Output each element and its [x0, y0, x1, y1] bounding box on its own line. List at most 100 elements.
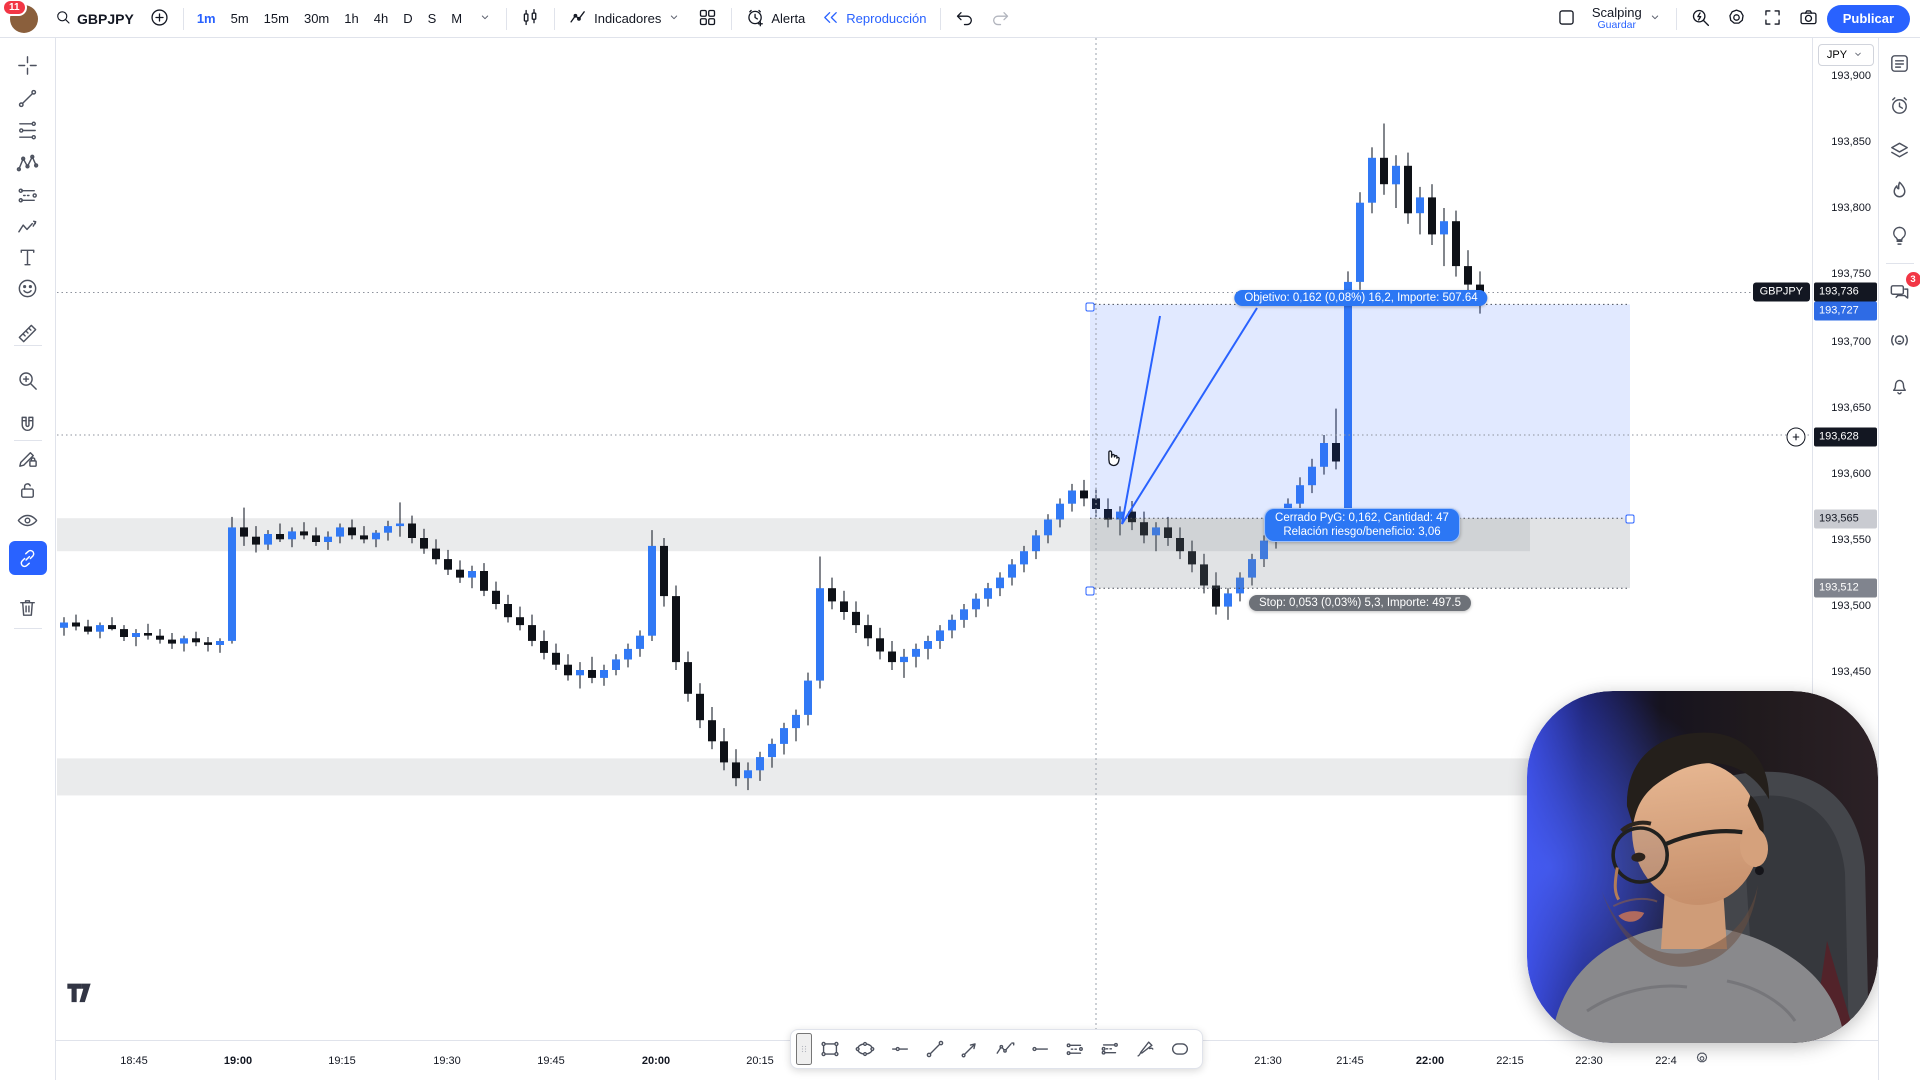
webcam-overlay	[1527, 691, 1878, 1043]
draw-long-position-tool[interactable]	[1058, 1033, 1092, 1065]
price-tick: 193,900	[1831, 70, 1871, 82]
tradingview-logo[interactable]	[65, 979, 93, 1012]
time-tick: 19:30	[433, 1054, 461, 1067]
ruler-tool[interactable]	[9, 316, 47, 350]
draw-polyline-tool[interactable]	[988, 1033, 1022, 1065]
layout-panel-button[interactable]	[1549, 4, 1584, 34]
position-stop-label[interactable]: Stop: 0,053 (0,03%) 5,3, Importe: 497.5	[1248, 595, 1472, 611]
timeframe-M[interactable]: M	[444, 4, 469, 34]
draw-rectangle-tool[interactable]	[813, 1033, 847, 1065]
add-alert-plus-button[interactable]	[1786, 427, 1806, 447]
pattern-tool[interactable]	[9, 146, 47, 180]
sidebar-watchlist-button[interactable]	[1883, 46, 1917, 80]
indicators-icon	[568, 7, 589, 31]
sync-drawings-tool[interactable]	[8, 541, 47, 575]
toolbar-right: Scalping Guardar Publicar	[1549, 4, 1910, 34]
layout-name-stack: Scalping Guardar	[1592, 5, 1642, 32]
indicators-button[interactable]: Indicadores	[561, 4, 689, 34]
position-handle[interactable]	[1625, 514, 1635, 524]
undo-button[interactable]	[947, 4, 982, 34]
compare-add-button[interactable]	[142, 4, 177, 34]
floating-draw-toolbar	[790, 1029, 1203, 1069]
avatar[interactable]: 11	[2, 0, 38, 33]
draw-horizontal-line-tool[interactable]	[883, 1033, 917, 1065]
grid-icon	[697, 7, 718, 31]
divider	[939, 7, 941, 30]
chart-area[interactable]: Objetivo: 0,162 (0,08%) 16,2, Importe: 5…	[57, 38, 1812, 1040]
hide-drawings-tool[interactable]	[9, 503, 47, 537]
timeframe-D[interactable]: D	[396, 4, 419, 34]
lock-drawings-tool[interactable]	[9, 473, 47, 507]
price-tag: 193,565	[1814, 509, 1877, 529]
publish-button[interactable]: Publicar	[1826, 4, 1910, 33]
drawing-mode-tool[interactable]	[9, 441, 47, 475]
sidebar-alerts-button[interactable]	[1883, 88, 1917, 122]
chart-style-button[interactable]	[513, 4, 548, 34]
redo-button[interactable]	[983, 4, 1018, 34]
trend-line-tool[interactable]	[9, 81, 47, 115]
draw-ray-tool[interactable]	[1023, 1033, 1057, 1065]
divider	[14, 440, 42, 441]
remove-drawings-tool[interactable]	[9, 590, 47, 624]
chat-badge: 3	[1905, 272, 1920, 287]
timeframe-menu-button[interactable]	[470, 4, 500, 34]
indicator-templates-button[interactable]	[690, 4, 725, 34]
sidebar-hotlists-button[interactable]	[1883, 173, 1917, 207]
time-tick: 22:15	[1496, 1054, 1524, 1067]
time-tick: 20:15	[746, 1054, 774, 1067]
sidebar-object-tree-button[interactable]	[1883, 133, 1917, 167]
text-tool[interactable]	[9, 240, 47, 274]
sidebar-notifications-button[interactable]	[1883, 368, 1917, 402]
time-axis-settings-icon[interactable]	[1694, 1050, 1711, 1072]
glasses-arm	[1664, 829, 1743, 847]
draw-brush-tool[interactable]	[1128, 1033, 1162, 1065]
time-tick: 22:4	[1655, 1054, 1677, 1067]
replay-button[interactable]: Reproducción	[813, 4, 933, 34]
quick-search-button[interactable]	[1683, 4, 1718, 34]
timeframe-1m[interactable]: 1m	[190, 4, 223, 34]
draw-short-position-tool[interactable]	[1093, 1033, 1127, 1065]
price-tick: 193,650	[1831, 402, 1871, 414]
crosshair-tool[interactable]	[9, 48, 47, 82]
sidebar-ideas-button[interactable]	[1883, 218, 1917, 252]
sidebar-chat-button[interactable]: 3	[1883, 272, 1920, 309]
fib-retracement-tool[interactable]	[9, 113, 47, 147]
alert-button[interactable]: Alerta	[738, 4, 812, 34]
position-target-label[interactable]: Objetivo: 0,162 (0,08%) 16,2, Importe: 5…	[1234, 290, 1488, 306]
currency-dropdown[interactable]: JPY	[1818, 44, 1874, 66]
fullscreen-button[interactable]	[1755, 4, 1790, 34]
symbol-search-button[interactable]: GBPJPY	[47, 4, 141, 34]
sidebar-streams-button[interactable]	[1883, 323, 1917, 357]
magnet-tool[interactable]	[9, 408, 47, 442]
draw-arrow-tool[interactable]	[953, 1033, 987, 1065]
settings-button[interactable]	[1719, 4, 1754, 34]
timeframe-1h[interactable]: 1h	[337, 4, 365, 34]
draw-ellipse-tool[interactable]	[848, 1033, 882, 1065]
draw-trend-line-tool[interactable]	[918, 1033, 952, 1065]
timeframe-30m[interactable]: 30m	[297, 4, 336, 34]
price-tick: 193,800	[1831, 202, 1871, 214]
timeframe-S[interactable]: S	[421, 4, 444, 34]
zoom-in-tool[interactable]	[9, 363, 47, 397]
time-tick: 21:30	[1254, 1054, 1282, 1067]
save-label[interactable]: Guardar	[1597, 18, 1637, 31]
position-tool[interactable]	[9, 178, 47, 212]
divider	[1886, 263, 1914, 264]
chevron-down-icon	[666, 9, 682, 28]
timeframe-15m[interactable]: 15m	[257, 4, 296, 34]
emoji-tool[interactable]	[9, 271, 47, 305]
position-close-label[interactable]: Cerrado PyG: 0,162, Cantidad: 47 Relación…	[1264, 508, 1460, 542]
alert-label: Alerta	[771, 11, 806, 26]
forecast-tool[interactable]	[9, 210, 47, 244]
drag-handle[interactable]	[796, 1033, 812, 1065]
timeframe-5m[interactable]: 5m	[224, 4, 256, 34]
draw-callout-tool[interactable]	[1163, 1033, 1197, 1065]
plus-circle-icon	[149, 7, 170, 31]
position-handle[interactable]	[1085, 302, 1095, 312]
layout-menu-button[interactable]: Scalping Guardar	[1585, 4, 1670, 34]
toolbar-left: 11 GBPJPY 1m 5m 15m 30m 1h 4h D S M Indicadores	[2, 0, 1018, 34]
timeframe-4h[interactable]: 4h	[367, 4, 395, 34]
position-handle[interactable]	[1085, 586, 1095, 596]
snapshot-button[interactable]	[1791, 4, 1826, 34]
divider	[1675, 7, 1677, 30]
